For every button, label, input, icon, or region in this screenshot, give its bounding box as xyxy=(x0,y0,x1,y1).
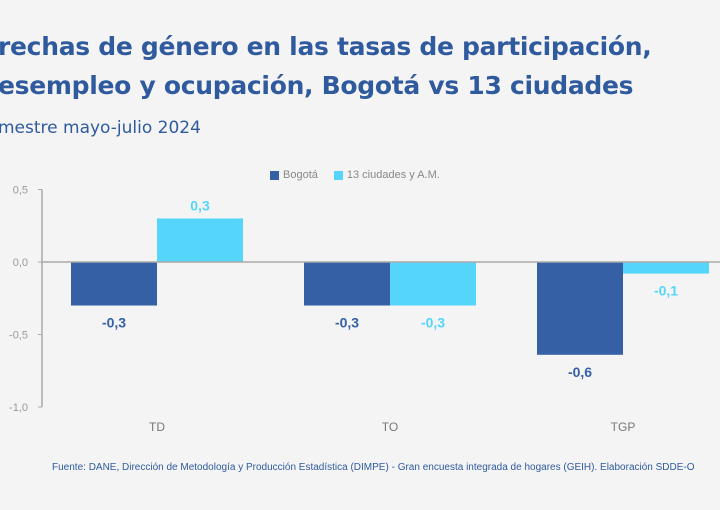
bar xyxy=(623,262,709,274)
bar xyxy=(537,262,623,355)
y-tick-label: 0,5 xyxy=(13,185,28,197)
data-label: -0,6 xyxy=(568,364,592,380)
data-label: -0,1 xyxy=(654,283,678,299)
y-tick-label: -0,5 xyxy=(9,330,28,342)
legend-swatch xyxy=(333,170,343,180)
bar xyxy=(157,218,243,262)
legend: Bogotá 13 ciudades y A.M. xyxy=(270,169,440,181)
legend-label: Bogotá xyxy=(283,169,318,181)
legend-swatch xyxy=(270,170,279,180)
bar xyxy=(304,262,390,306)
legend-label: 13 ciudades y A.M. xyxy=(346,169,440,181)
data-label: -0,3 xyxy=(421,315,445,331)
data-label: 0,3 xyxy=(190,198,210,214)
legend-item-bogota: Bogotá xyxy=(270,169,318,181)
bar xyxy=(71,262,157,306)
bar xyxy=(390,262,476,306)
legend-item-13-ciudades: 13 ciudades y A.M. xyxy=(333,169,440,181)
y-tick-label: 0,0 xyxy=(13,257,28,269)
chart-subtitle: mestre mayo-julio 2024 xyxy=(0,118,201,138)
source-note: Fuente: DANE, Dirección de Metodología y… xyxy=(52,462,695,473)
chart-title-line-2: esempleo y ocupación, Bogotá vs 13 ciuda… xyxy=(0,71,634,100)
x-tick-label: TO xyxy=(382,420,398,434)
data-label: -0,3 xyxy=(102,315,126,331)
data-label: -0,3 xyxy=(335,315,359,331)
chart-title-line-1: rechas de género en las tasas de partici… xyxy=(0,32,652,61)
x-tick-label: TD xyxy=(149,420,165,434)
x-tick-label: TGP xyxy=(611,420,636,434)
y-tick-label: -1,0 xyxy=(9,402,28,414)
